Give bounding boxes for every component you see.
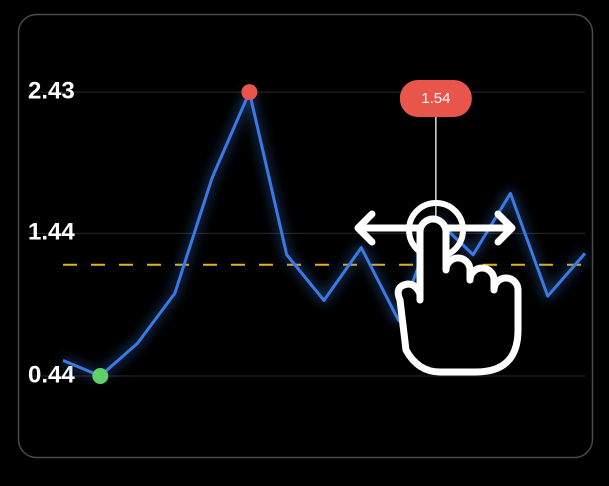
min-point	[92, 368, 109, 385]
max-point	[241, 84, 258, 101]
tooltip-bubble	[399, 80, 472, 117]
y-tick-label: 2.43	[28, 77, 75, 104]
y-tick-label: 1.44	[28, 219, 75, 246]
hand-gesture-icon	[354, 200, 522, 376]
tooltip-label: 1.54	[421, 90, 450, 107]
y-tick-label: 0.44	[28, 361, 75, 388]
